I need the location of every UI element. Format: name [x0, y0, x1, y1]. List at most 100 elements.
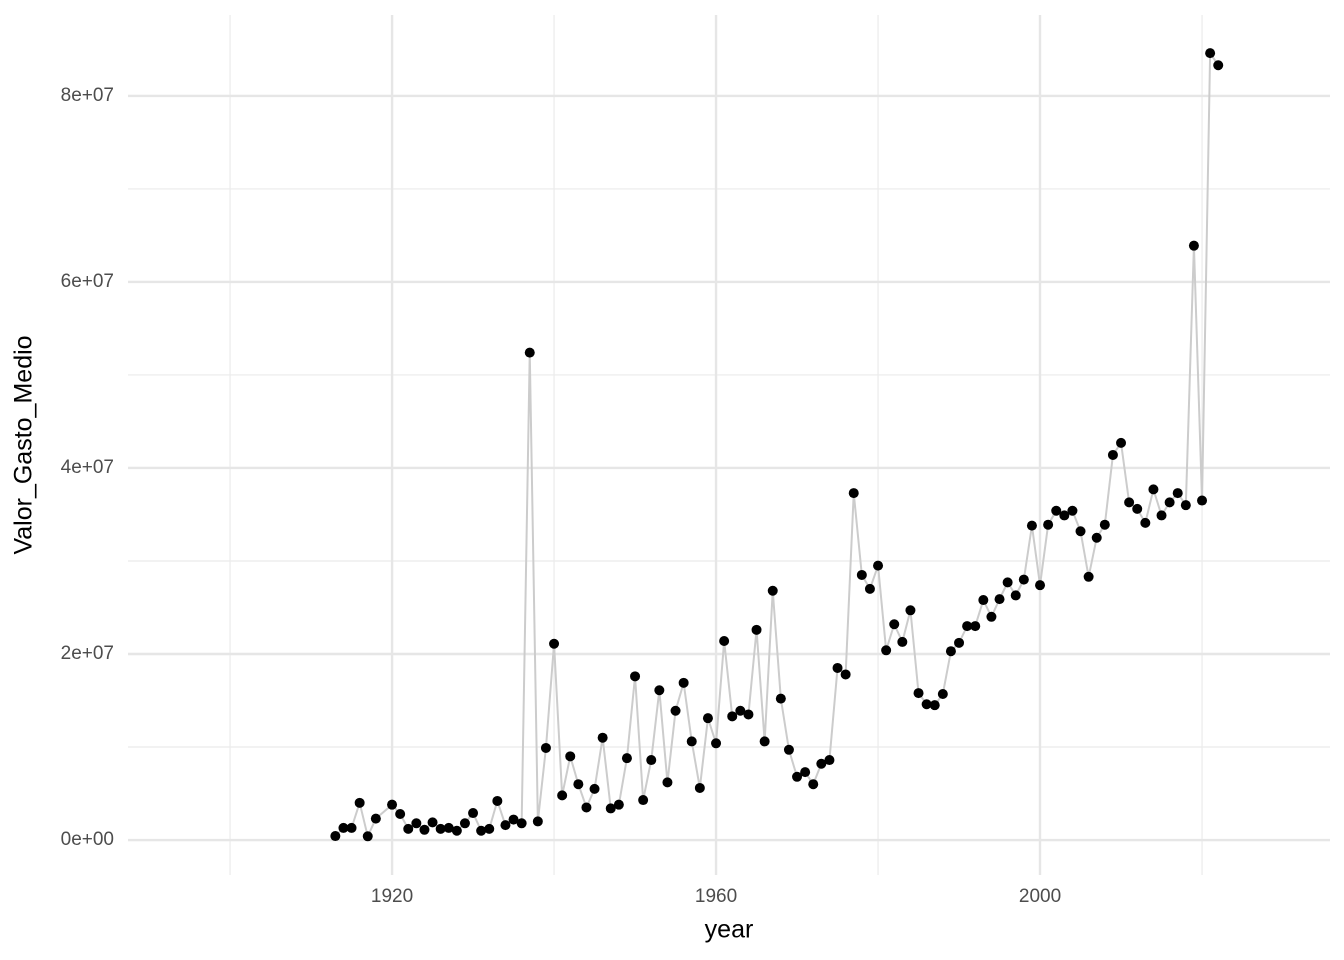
point — [767, 585, 778, 596]
point — [792, 771, 803, 782]
point — [338, 822, 349, 833]
point — [954, 637, 965, 648]
point — [1107, 449, 1118, 460]
point — [711, 738, 722, 749]
point — [1002, 577, 1013, 588]
point — [1148, 484, 1159, 495]
x-axis-title: year — [705, 916, 754, 944]
point — [743, 709, 754, 720]
point — [1180, 500, 1191, 511]
point — [897, 636, 908, 647]
y-tick-label: 4e+07 — [61, 457, 114, 478]
point — [1164, 497, 1175, 508]
point — [468, 808, 479, 819]
point — [986, 611, 997, 622]
point — [630, 671, 641, 682]
point — [1132, 503, 1143, 514]
point — [735, 705, 746, 716]
point — [370, 813, 381, 824]
point — [476, 825, 487, 836]
point — [719, 635, 730, 646]
point — [387, 799, 398, 810]
point — [832, 662, 843, 673]
point — [921, 699, 932, 710]
point — [346, 822, 357, 833]
point — [686, 736, 697, 747]
point — [1059, 510, 1070, 521]
point — [613, 799, 624, 810]
point — [694, 782, 705, 793]
point — [670, 705, 681, 716]
point — [354, 797, 365, 808]
point — [800, 767, 811, 778]
x-tick-label: 2000 — [1019, 886, 1061, 907]
point — [549, 638, 560, 649]
point — [864, 583, 875, 594]
point — [508, 814, 519, 825]
point — [451, 825, 462, 836]
point — [1035, 580, 1046, 591]
point — [913, 688, 924, 699]
point — [1026, 520, 1037, 531]
point — [937, 688, 948, 699]
point — [881, 645, 892, 656]
point — [945, 646, 956, 657]
point — [411, 818, 422, 829]
point — [621, 753, 632, 764]
point — [1018, 574, 1029, 585]
point — [816, 758, 827, 769]
point — [540, 742, 551, 753]
point — [646, 755, 657, 766]
point — [1156, 510, 1167, 521]
point — [492, 795, 503, 806]
point — [330, 831, 341, 842]
y-axis-title: Valor_Gasto_Medio — [10, 335, 38, 554]
point — [500, 820, 511, 831]
y-tick-label: 2e+07 — [61, 643, 114, 664]
point — [557, 790, 568, 801]
point — [419, 824, 430, 835]
point — [1172, 488, 1183, 499]
point — [1188, 240, 1199, 251]
point — [362, 831, 373, 842]
point — [1197, 495, 1208, 506]
point — [873, 560, 884, 571]
point — [1205, 48, 1216, 59]
point — [727, 711, 738, 722]
point — [848, 488, 859, 499]
point — [638, 795, 649, 806]
point — [459, 818, 470, 829]
point — [605, 803, 616, 814]
point — [565, 751, 576, 762]
point — [1043, 519, 1054, 530]
point — [484, 823, 495, 834]
point — [856, 569, 867, 580]
point — [524, 347, 535, 358]
point — [1140, 517, 1151, 528]
point — [962, 621, 973, 632]
point — [824, 755, 835, 766]
point — [775, 693, 786, 704]
point — [654, 685, 665, 696]
series-line — [334, 49, 1220, 840]
point — [1091, 532, 1102, 543]
point — [573, 779, 584, 790]
point — [443, 822, 454, 833]
x-tick-label: 1960 — [695, 886, 737, 907]
point — [1083, 571, 1094, 582]
point — [970, 621, 981, 632]
point — [808, 779, 819, 790]
point — [1010, 590, 1021, 601]
point — [395, 808, 406, 819]
point — [1067, 505, 1078, 516]
point — [1051, 505, 1062, 516]
point — [516, 818, 527, 829]
point — [662, 777, 673, 788]
point — [427, 817, 438, 828]
point — [435, 823, 446, 834]
point — [929, 700, 940, 711]
point — [840, 669, 851, 680]
point — [581, 802, 592, 813]
point — [905, 605, 916, 616]
